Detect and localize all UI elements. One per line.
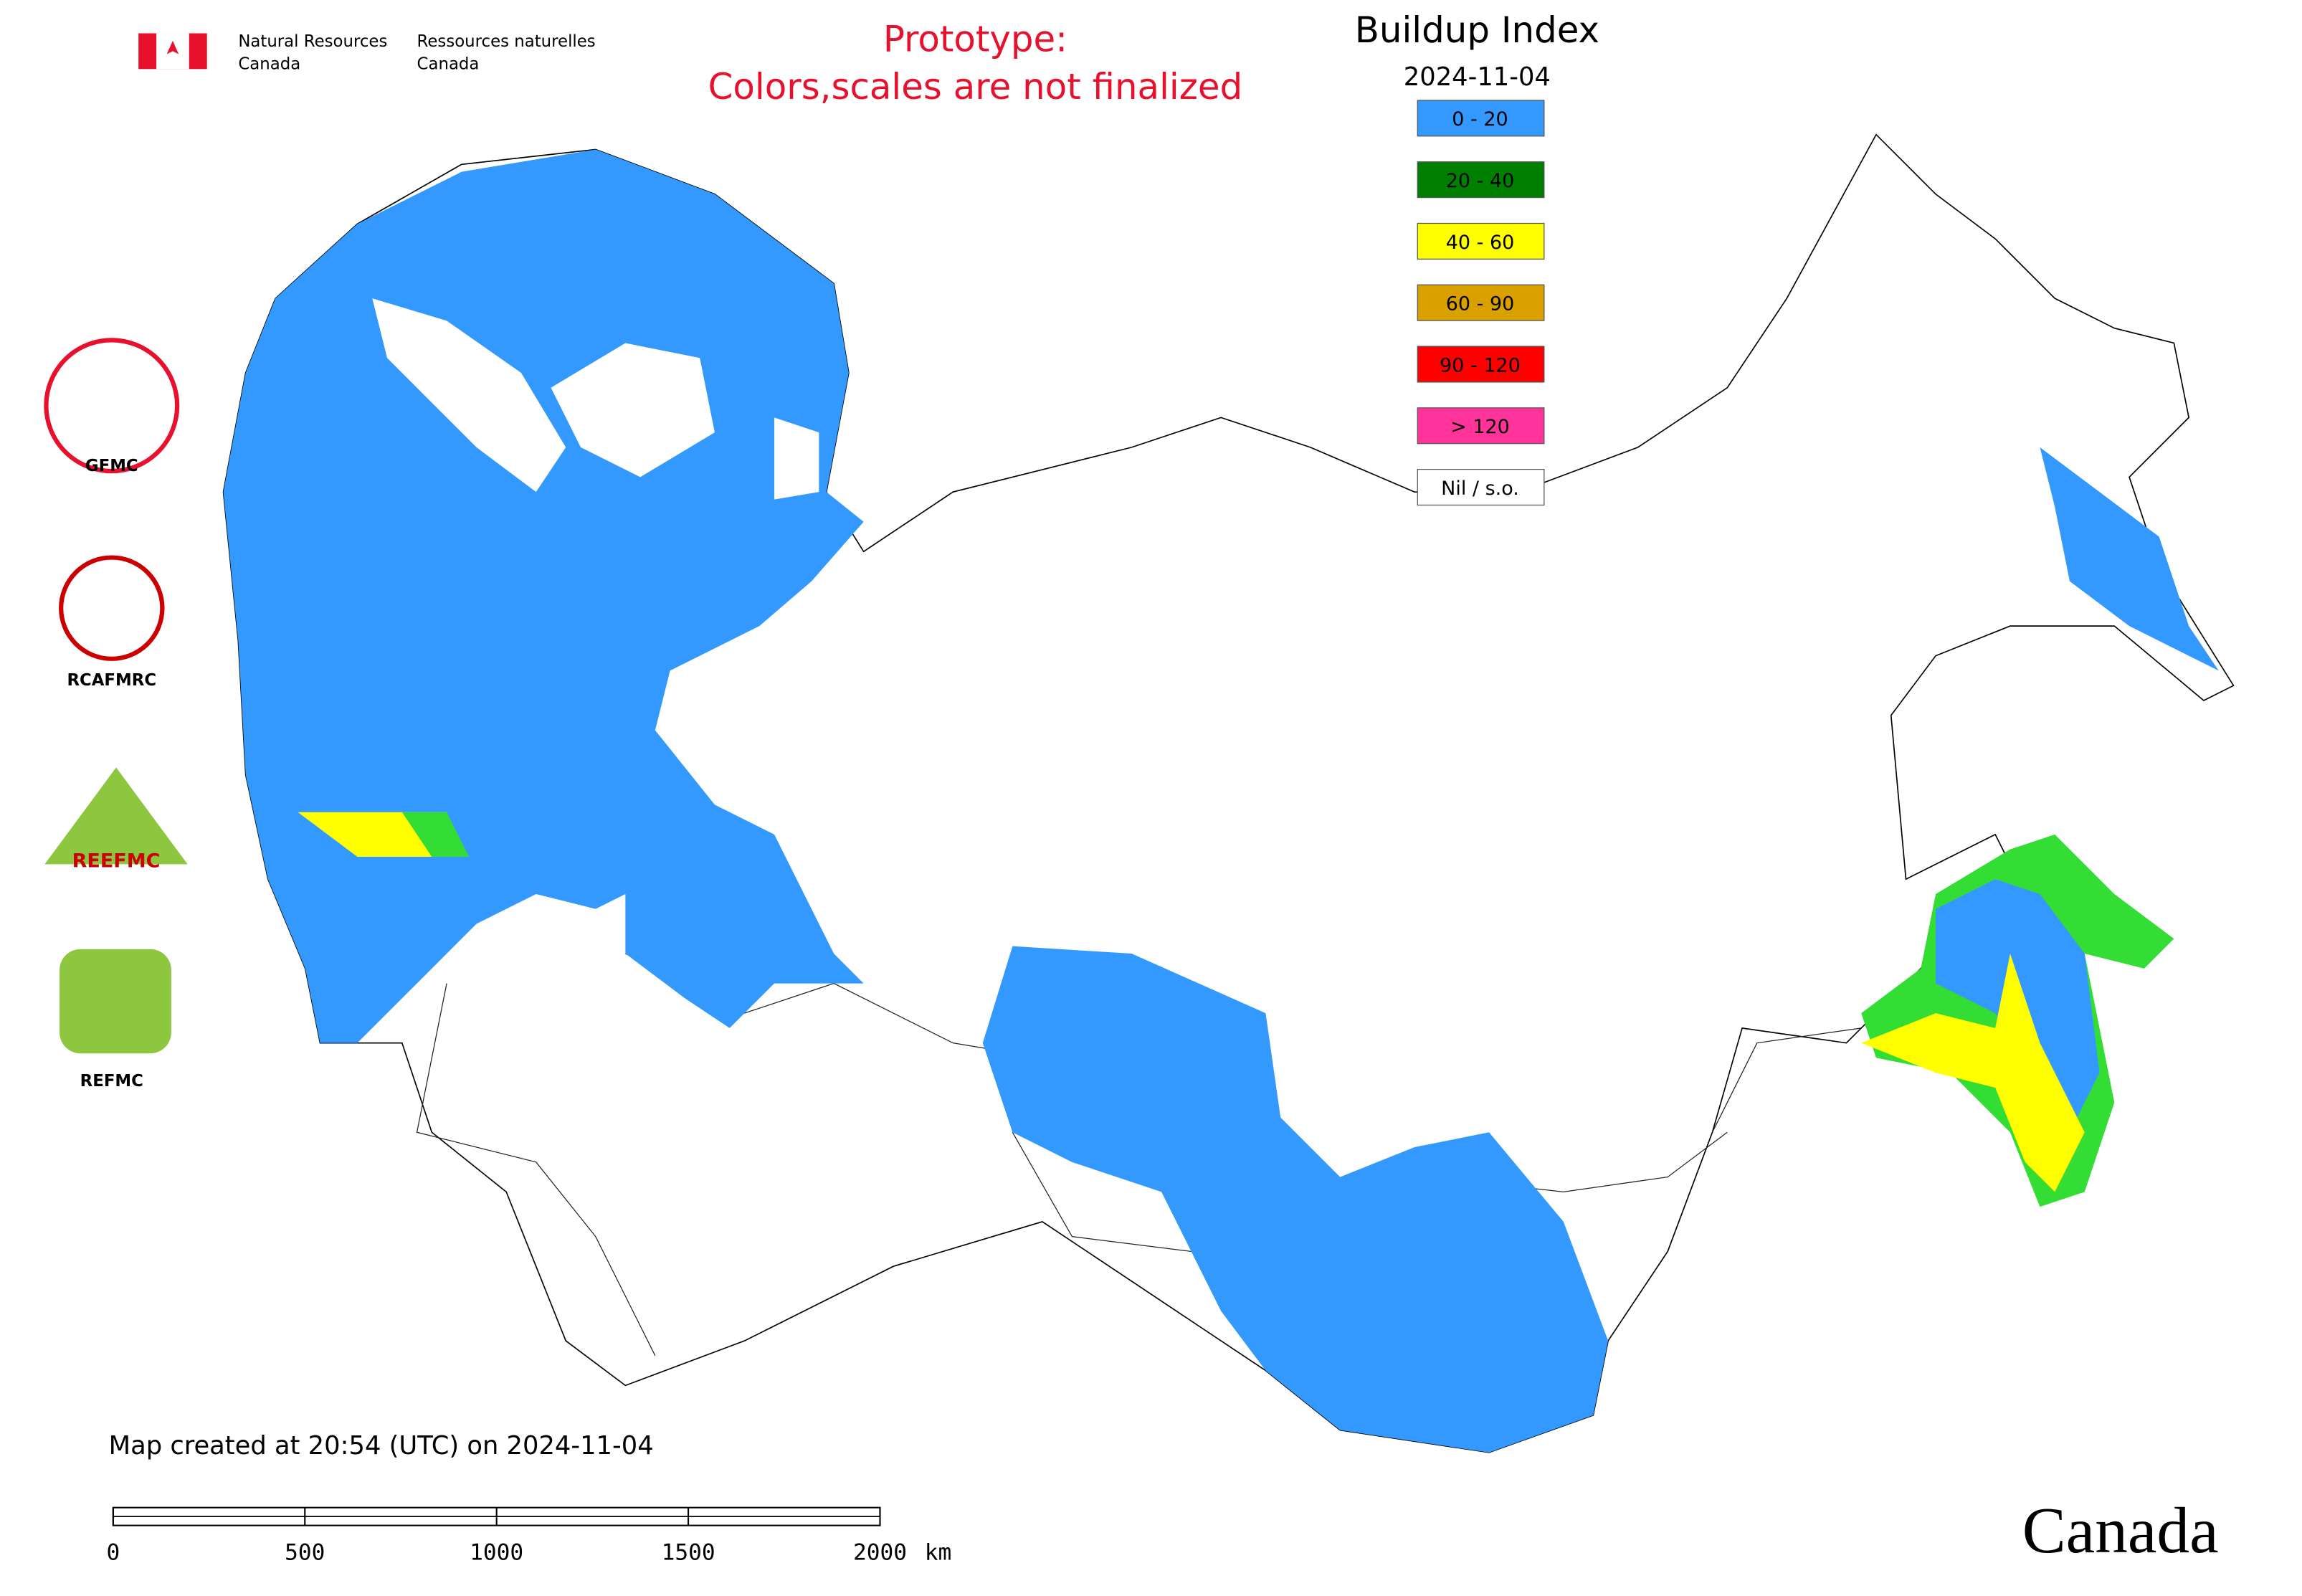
created-note: Map created at 20:54 (UTC) on 2024-11-04 (109, 1431, 654, 1460)
scale-bar: 0 500 1000 1500 2000 km (106, 1506, 952, 1565)
legend-swatch (1417, 284, 1545, 321)
logo (59, 555, 165, 661)
index-area (982, 946, 1609, 1453)
legend: 0 - 20 20 - 40 40 - 60 60 - 90 90 - 120 > 120… (1417, 100, 1545, 506)
index-area (2040, 447, 2219, 671)
sea (372, 298, 819, 500)
legend-swatch (1417, 222, 1545, 260)
scale-label: 0 (106, 1539, 120, 1565)
legend-label: 0 - 20 (1452, 108, 1508, 130)
logo-label: REEFMC (72, 850, 161, 873)
legend-swatch (1417, 468, 1545, 506)
index-area (1861, 954, 2085, 1192)
legend-label: 40 - 60 (1446, 232, 1515, 254)
legend-date: 2024-11-04 (1404, 62, 1551, 92)
legend-label: > 120 (1450, 416, 1510, 438)
logo (60, 949, 171, 1054)
legend-swatch (1417, 161, 1545, 199)
legend-title: Buildup Index (1355, 9, 1599, 51)
scale-label: 1500 (662, 1539, 715, 1565)
scale-label: 1000 (470, 1539, 523, 1565)
logo (44, 338, 180, 474)
logo (44, 767, 188, 865)
logo-label: GFMC (85, 457, 138, 475)
agency-en: Natural Resources (238, 32, 387, 51)
legend-label: 90 - 120 (1440, 354, 1521, 376)
agency-fr: Ressources naturelles (417, 32, 596, 51)
scale-label: 500 (285, 1539, 325, 1565)
legend-swatch (1417, 100, 1545, 137)
legend-swatch (1417, 407, 1545, 445)
prototype-note: Prototype: (883, 18, 1067, 60)
flag-leaf (166, 40, 179, 54)
legend-label: 20 - 40 (1446, 170, 1515, 192)
agency-en: Canada (238, 54, 300, 73)
legend-label: Nil / s.o. (1441, 478, 1519, 500)
prototype-note: Colors,scales are not finalized (708, 66, 1243, 108)
scale-label: 2000 (853, 1539, 907, 1565)
scale-unit: km (925, 1539, 952, 1565)
wordmark: Canada (2022, 1494, 2219, 1567)
agency-fr: Canada (417, 54, 480, 73)
legend-label: 60 - 90 (1446, 293, 1515, 315)
logo-label: RCAFMRC (67, 671, 156, 690)
legend-swatch (1417, 346, 1545, 383)
logo-label: REFMC (80, 1072, 143, 1091)
